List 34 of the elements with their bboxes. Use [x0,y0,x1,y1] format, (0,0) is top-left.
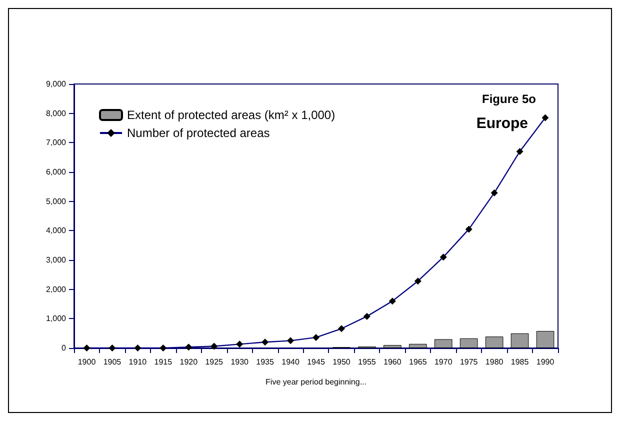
y-tick-label: 3,000 [46,256,67,264]
legend-label: Extent of protected areas (km² x 1,000) [127,108,336,122]
x-tick-label: 1980 [485,358,504,366]
x-tick-label: 1905 [103,358,122,366]
y-tick-label: 1,000 [46,314,67,324]
x-tick-label: 1940 [282,358,300,366]
x-tick-label: 1975 [460,358,478,366]
annotation: Figure 5o [482,92,536,106]
x-tick-label: 1960 [384,358,402,366]
legend-label: Number of protected areas [127,126,270,140]
x-tick-label: 1930 [230,358,250,366]
x-tick-label: 1915 [154,358,173,366]
y-tick-label: 9,000 [46,80,67,88]
y-tick-label: 2,000 [46,284,67,294]
y-tick-label: 0 [62,344,67,352]
y-tick-label: 5,000 [46,196,67,206]
y-tick-label: 8,000 [46,108,67,118]
y-tick-label: 6,000 [46,168,67,176]
x-tick-label: 1910 [128,358,148,366]
x-tick-label: 1990 [536,358,555,366]
x-tick-label: 1900 [78,358,96,366]
x-axis-title: Five year period beginning... [266,378,366,386]
x-tick-label: 1950 [332,358,351,366]
x-tick-label: 1945 [307,358,326,366]
x-tick-label: 1920 [180,358,198,366]
x-tick-label: 1970 [434,358,453,366]
x-tick-label: 1985 [510,358,530,366]
x-tick-label: 1935 [256,358,274,366]
x-tick-label: 1925 [205,358,224,366]
text: Europe [476,115,528,132]
x-tick-label: 1955 [358,358,376,366]
y-tick-label: 7,000 [46,138,67,148]
x-tick-label: 1965 [408,358,428,366]
y-tick-label: 4,000 [46,226,67,236]
